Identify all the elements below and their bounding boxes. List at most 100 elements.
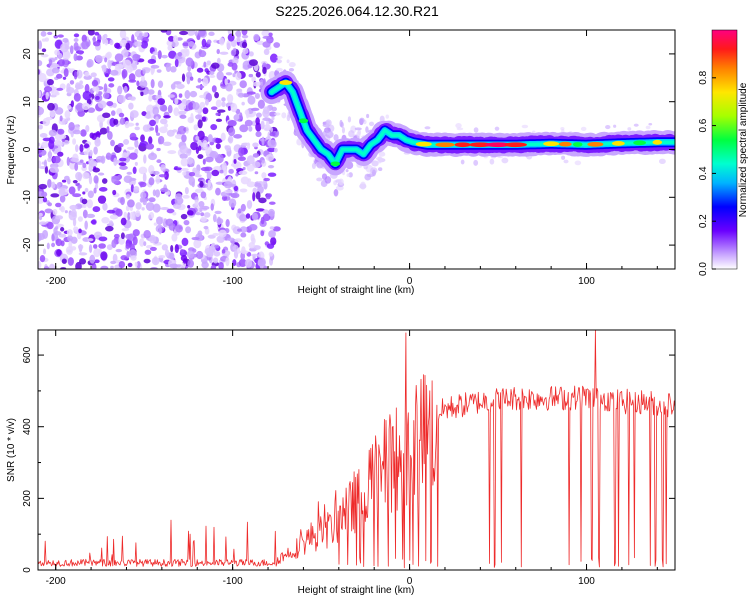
noise-speckle: [201, 116, 207, 122]
noise-speckle: [127, 199, 135, 208]
noise-speckle: [143, 154, 147, 164]
noise-speckle: [47, 157, 52, 163]
noise-speckle: [159, 126, 168, 134]
y-tick-label: 400: [22, 418, 33, 435]
snr-y-label: SNR (10 * v/v): [6, 418, 17, 482]
noise-speckle: [125, 233, 134, 240]
noise-speckle: [135, 210, 141, 218]
y-tick-label: 20: [22, 48, 33, 60]
noise-speckle: [200, 191, 207, 199]
noise-speckle: [77, 50, 84, 55]
noise-speckle: [87, 30, 95, 36]
noise-speckle: [132, 236, 138, 246]
noise-speckle: [209, 141, 215, 146]
noise-speckle: [110, 110, 116, 116]
noise-speckle: [214, 91, 220, 99]
noise-speckle: [237, 92, 245, 98]
noise-speckle: [202, 158, 206, 165]
noise-speckle: [211, 62, 220, 69]
noise-speckle: [56, 182, 61, 189]
noise-speckle: [56, 73, 63, 79]
noise-speckle: [261, 159, 265, 164]
noise-speckle: [64, 175, 70, 181]
noise-speckle: [187, 64, 192, 73]
noise-speckle: [202, 77, 209, 87]
noise-speckle: [240, 232, 247, 238]
noise-speckle: [72, 193, 82, 198]
noise-speckle: [61, 138, 66, 142]
noise-speckle: [219, 51, 229, 55]
noise-speckle: [172, 211, 177, 216]
noise-speckle: [101, 64, 107, 73]
noise-speckle: [87, 107, 96, 113]
noise-speckle: [281, 112, 287, 119]
noise-speckle: [62, 76, 67, 80]
noise-speckle: [263, 177, 271, 182]
noise-speckle: [173, 167, 183, 171]
noise-speckle: [98, 172, 105, 176]
noise-speckle: [98, 236, 108, 242]
noise-speckle: [177, 51, 183, 57]
noise-speckle: [161, 244, 169, 251]
noise-speckle: [273, 42, 281, 48]
noise-speckle: [79, 144, 84, 153]
noise-speckle: [110, 265, 114, 269]
noise-speckle: [262, 66, 267, 75]
noise-speckle: [129, 110, 139, 119]
noise-speckle: [57, 34, 64, 38]
noise-speckle: [109, 214, 119, 220]
noise-speckle: [66, 156, 70, 166]
noise-speckle: [273, 147, 278, 153]
noise-speckle: [167, 104, 173, 114]
noise-speckle: [130, 184, 134, 193]
spectrogram-y-label: Frequency (Hz): [6, 116, 17, 185]
noise-speckle: [153, 222, 158, 226]
noise-speckle: [117, 94, 126, 104]
noise-speckle: [84, 220, 88, 230]
noise-speckle: [267, 147, 276, 153]
x-tick-label: -100: [223, 576, 243, 587]
noise-speckle: [148, 234, 157, 244]
noise-speckle: [150, 79, 155, 89]
noise-speckle: [125, 194, 131, 199]
noise-speckle: [78, 252, 88, 256]
noise-speckle: [152, 170, 160, 176]
noise-speckle: [196, 67, 204, 73]
noise-speckle: [174, 97, 179, 105]
noise-speckle: [238, 258, 247, 268]
noise-speckle: [59, 134, 67, 140]
noise-speckle: [156, 132, 160, 136]
noise-speckle: [138, 166, 148, 175]
noise-speckle: [181, 73, 186, 82]
noise-speckle: [142, 69, 146, 75]
noise-speckle: [501, 157, 509, 164]
noise-speckle: [209, 150, 219, 159]
noise-speckle: [55, 223, 64, 228]
y-tick-label: -20: [22, 237, 33, 252]
noise-speckle: [271, 106, 277, 112]
noise-speckle: [613, 124, 617, 128]
noise-speckle: [261, 30, 271, 37]
noise-speckle: [160, 30, 168, 33]
noise-speckle: [136, 261, 141, 269]
noise-speckle: [83, 143, 90, 149]
noise-speckle: [182, 171, 187, 176]
noise-speckle: [224, 189, 234, 194]
noise-speckle: [276, 55, 283, 59]
noise-speckle: [195, 135, 200, 141]
y-tick-label: -10: [22, 190, 33, 205]
spectral-hotspot: [572, 142, 583, 147]
noise-speckle: [47, 31, 53, 36]
noise-speckle: [132, 229, 140, 237]
noise-speckle: [208, 31, 215, 37]
noise-speckle: [141, 207, 145, 211]
noise-speckle: [106, 244, 113, 251]
noise-speckle: [98, 243, 106, 249]
noise-speckle: [224, 78, 228, 86]
noise-speckle: [252, 245, 261, 250]
noise-speckle: [180, 158, 188, 167]
noise-speckle: [114, 63, 124, 70]
noise-speckle: [45, 116, 53, 121]
spectral-hotspot: [611, 141, 625, 146]
